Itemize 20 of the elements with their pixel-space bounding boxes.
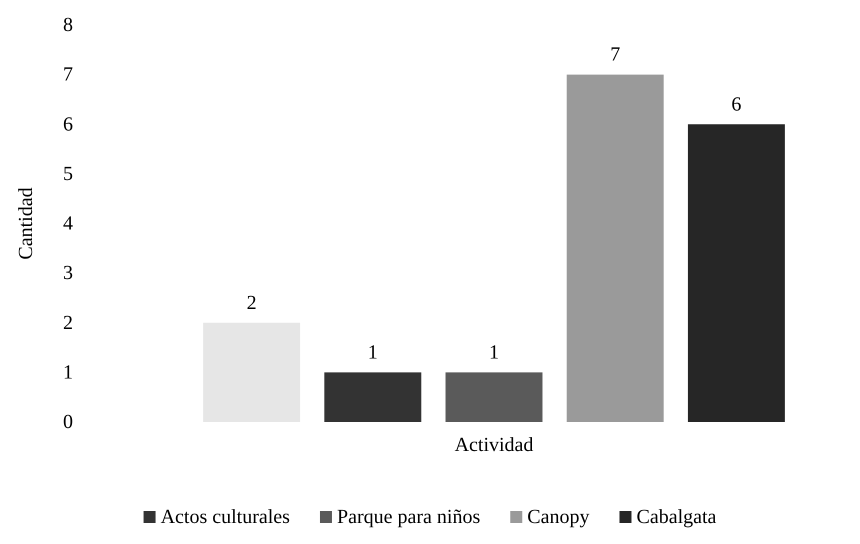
y-tick-label: 2 [63,312,73,334]
y-tick-label: 7 [63,64,73,86]
legend-label: Cabalgata [636,506,717,528]
data-label: 1 [368,341,378,364]
legend-label: Canopy [527,506,590,528]
y-tick-label: 1 [63,361,73,384]
y-axis-title: Cantidad [15,187,37,260]
y-tick-label: 5 [63,162,73,185]
y-tick-label: 3 [63,262,73,284]
legend-label: Actos culturales [160,506,290,528]
y-tick-label: 0 [63,411,73,433]
data-label: 7 [610,44,620,66]
x-axis-title: Actividad [454,434,534,456]
y-tick-label: 4 [63,212,73,234]
data-label: 6 [731,93,742,116]
data-label: 1 [489,341,499,364]
data-label: 2 [246,292,257,314]
legend-label: Parque para niños [336,506,480,528]
y-tick-label: 8 [63,14,73,36]
y-tick-label: 6 [63,113,73,136]
